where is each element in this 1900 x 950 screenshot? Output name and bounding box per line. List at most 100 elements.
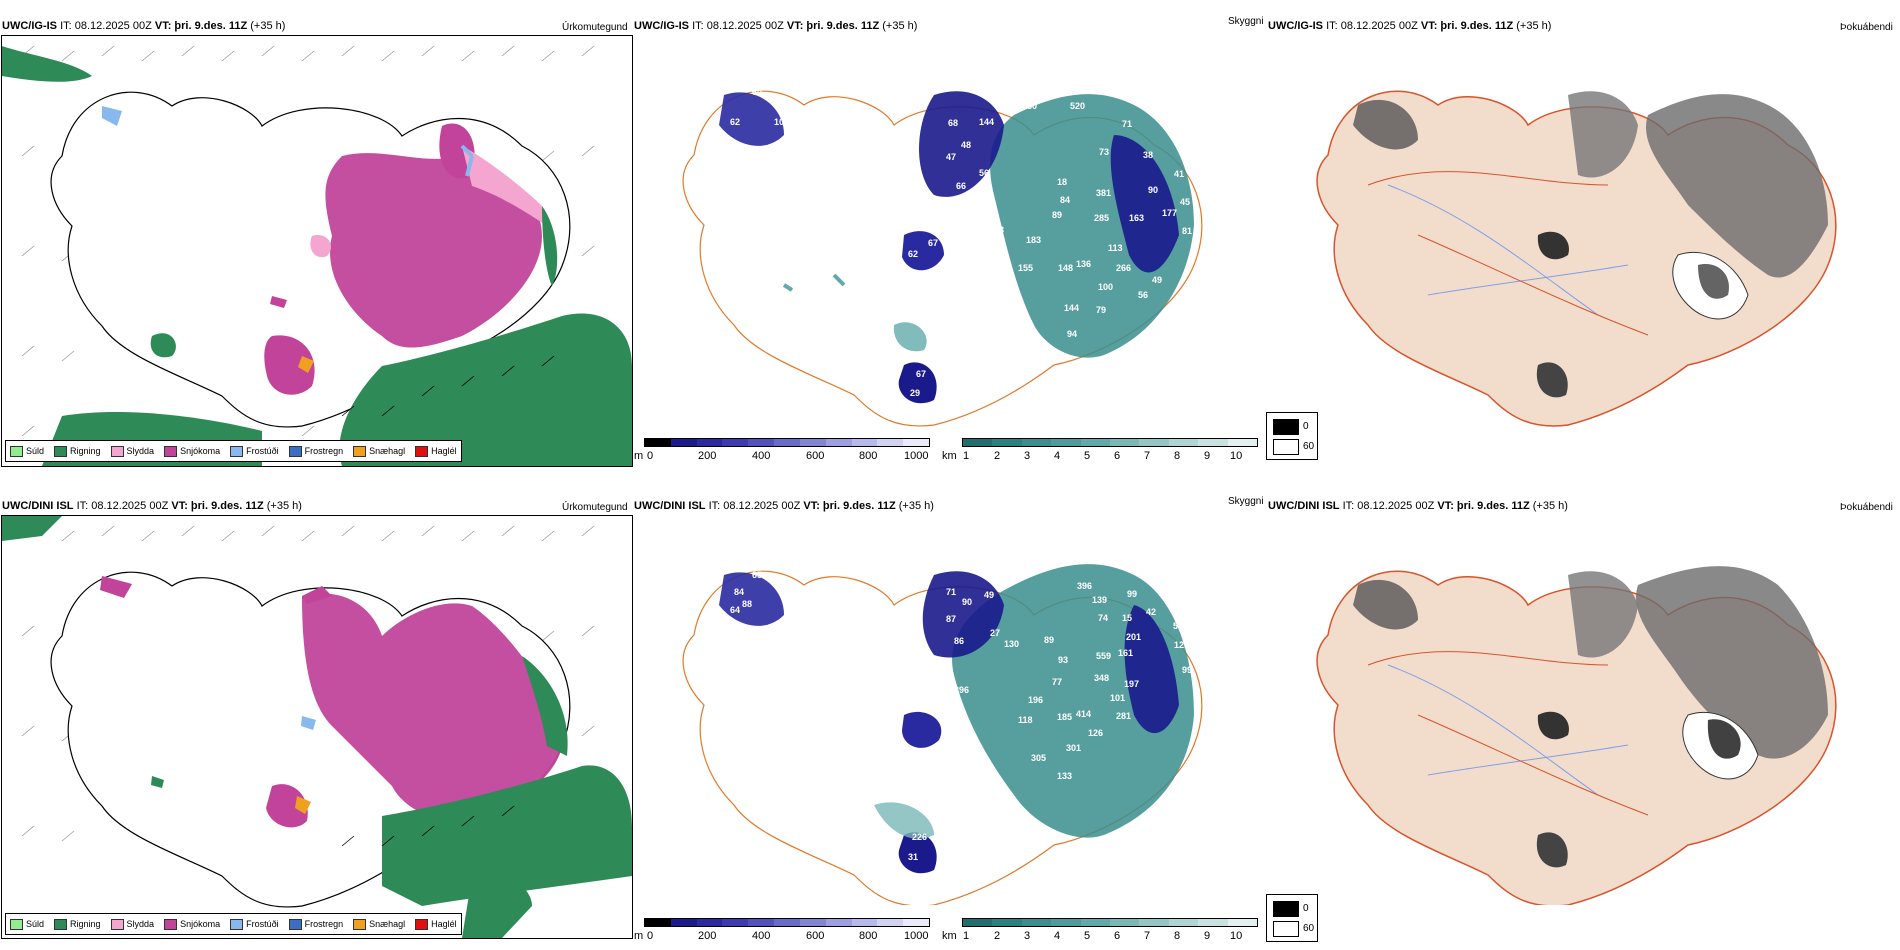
height-color-step xyxy=(774,919,800,926)
vis-value: 301 xyxy=(1066,743,1082,753)
vis-value: 177 xyxy=(1162,208,1178,218)
km-color-step xyxy=(1021,439,1052,446)
vis-value: 163 xyxy=(1129,213,1145,223)
vis-value: 130 xyxy=(1004,639,1020,649)
vis-value: 86 xyxy=(984,192,995,202)
legend-label: Haglél xyxy=(431,919,457,929)
init-time: IT: 08.12.2025 00Z xyxy=(60,20,152,32)
km-unit: km xyxy=(942,450,957,462)
fog-key-2: 0 60 xyxy=(1266,894,1318,942)
legend-label: Rigning xyxy=(70,446,101,456)
legend-label: Slydda xyxy=(126,446,155,456)
km-tick: 4 xyxy=(1054,450,1061,462)
km-tick: 7 xyxy=(1144,450,1151,462)
fog-map-1 xyxy=(1268,35,1898,435)
legend-label: Frostúði xyxy=(246,446,279,456)
vis-value: 70 xyxy=(998,251,1009,261)
fog-title-1: Þokuábendi xyxy=(1840,22,1893,33)
vis-value: 45 xyxy=(1180,197,1191,207)
legend-swatch xyxy=(353,918,367,930)
legend-swatch xyxy=(110,445,124,457)
vis-value: 49 xyxy=(984,590,995,600)
valid-time: VT: þri. 9.des. 11Z xyxy=(1420,20,1514,32)
legend-item: Haglél xyxy=(415,918,457,930)
legend-swatch xyxy=(288,445,302,457)
km-color-step xyxy=(1051,919,1081,926)
legend-label: Snjókoma xyxy=(180,446,221,456)
vis-value: 68 xyxy=(948,118,959,128)
vis-value: 41 xyxy=(1174,169,1185,179)
km-tick: 2 xyxy=(994,450,1001,462)
precip-title-1: Úrkomutegund xyxy=(562,22,628,33)
km-color-step xyxy=(963,919,993,926)
km-color-step xyxy=(1110,919,1140,926)
visibility-header-1: UWC/IG-IS IT: 08.12.2025 00Z VT: þri. 9.… xyxy=(634,20,917,33)
legend-swatch xyxy=(110,918,124,930)
height-tick: 200 xyxy=(698,450,717,462)
vis-value: 118 xyxy=(1018,715,1033,725)
legend-swatch xyxy=(288,918,302,930)
legend-item: Snjókoma xyxy=(164,445,221,457)
height-color-step xyxy=(645,439,671,446)
legend-label: Snæhagl xyxy=(369,919,406,929)
km-color-step xyxy=(1198,439,1228,446)
legend-swatch xyxy=(164,445,178,457)
vis-value: 42 xyxy=(1146,607,1157,617)
vis-value: 89 xyxy=(1044,635,1055,645)
precip-map-1: Súld Rigning Slydda Snjókoma Frostúði Fr… xyxy=(1,35,633,467)
vis-value: 15 xyxy=(1122,613,1133,623)
vis-value: 136 xyxy=(1076,259,1092,269)
visibility-title-2: Skyggni xyxy=(1228,496,1264,507)
height-color-step xyxy=(877,919,904,926)
vis-value: 266 xyxy=(1116,263,1132,273)
valid-time: VT: þri. 9.des. 11Z xyxy=(154,20,248,32)
vis-value: 77 xyxy=(1052,677,1063,687)
height-color-step xyxy=(774,439,800,446)
height-unit: m xyxy=(634,450,644,462)
vis-value: 520 xyxy=(1070,101,1086,111)
model-name: UWC/DINI ISL xyxy=(2,500,74,512)
fog-header-1: UWC/IG-IS IT: 08.12.2025 00Z VT: þri. 9.… xyxy=(1268,20,1551,33)
height-tick: 400 xyxy=(752,930,771,942)
vis-value: 396 xyxy=(1077,581,1093,591)
legend-label: Rigning xyxy=(70,919,101,929)
km-color-step xyxy=(1080,439,1111,446)
vis-value: 381 xyxy=(1096,188,1112,198)
vis-value: 29 xyxy=(910,388,921,398)
km-color-step xyxy=(1110,439,1140,446)
valid-time: VT: þri. 9.des. 11Z xyxy=(786,20,880,32)
vis-value: 38 xyxy=(1143,150,1154,160)
km-colorbar-1: km 1 2 3 4 5 6 7 8 9 10 xyxy=(942,438,1262,468)
km-tick: 10 xyxy=(1230,930,1243,942)
lead-time: (+35 h) xyxy=(1532,500,1568,512)
height-colorbar-strip xyxy=(644,918,930,927)
fog-map-svg xyxy=(1316,566,1837,905)
legend-label: Slydda xyxy=(126,919,155,929)
height-color-step xyxy=(825,919,852,926)
height-color-step xyxy=(722,439,749,446)
legend-item: Frostregn xyxy=(288,918,343,930)
vis-value: 53 xyxy=(916,701,927,711)
legend-item: Snæhagl xyxy=(353,445,405,457)
vis-value: 383 xyxy=(989,225,1005,235)
height-tick: 800 xyxy=(859,450,878,462)
km-tick: 8 xyxy=(1174,930,1181,942)
vis-value: 91 xyxy=(762,145,773,155)
km-tick: 3 xyxy=(1024,930,1031,942)
km-color-step xyxy=(992,439,1022,446)
lead-time: (+35 h) xyxy=(266,500,302,512)
model-name: UWC/IG-IS xyxy=(2,20,57,32)
visibility-header-2: UWC/DINI ISL IT: 08.12.2025 00Z VT: þri.… xyxy=(634,500,934,513)
vis-value: 90 xyxy=(1148,185,1159,195)
km-color-step xyxy=(1139,919,1169,926)
height-color-step xyxy=(722,919,749,926)
vis-value: 71 xyxy=(946,587,957,597)
vis-value: 80 xyxy=(1027,101,1038,111)
km-color-step xyxy=(1168,439,1199,446)
fog-key-label: 60 xyxy=(1303,923,1315,934)
vis-value: 148 xyxy=(1058,263,1074,273)
vis-value: 67 xyxy=(928,238,939,248)
height-color-step xyxy=(825,439,852,446)
km-color-step xyxy=(1021,919,1052,926)
vis-value: 48 xyxy=(961,140,972,150)
